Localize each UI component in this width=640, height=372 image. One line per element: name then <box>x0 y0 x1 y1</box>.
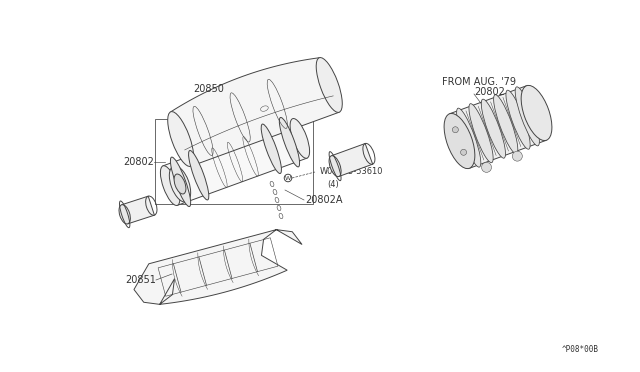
Ellipse shape <box>316 58 342 112</box>
Ellipse shape <box>461 149 467 155</box>
Ellipse shape <box>174 174 186 194</box>
Text: FROM AUG. '79: FROM AUG. '79 <box>442 77 516 87</box>
Ellipse shape <box>290 119 310 158</box>
Ellipse shape <box>279 118 300 167</box>
Ellipse shape <box>284 174 292 182</box>
Ellipse shape <box>521 86 552 141</box>
Text: 20802A: 20802A <box>305 195 342 205</box>
Ellipse shape <box>161 166 180 205</box>
Ellipse shape <box>513 151 522 161</box>
Text: W08915-53610: W08915-53610 <box>320 167 383 176</box>
Text: 20850: 20850 <box>193 84 224 94</box>
Ellipse shape <box>506 90 530 149</box>
Text: 20851: 20851 <box>125 275 156 285</box>
Text: 20802: 20802 <box>474 87 505 97</box>
Ellipse shape <box>189 151 209 200</box>
Ellipse shape <box>444 113 475 169</box>
Ellipse shape <box>261 124 282 173</box>
Polygon shape <box>332 144 372 176</box>
Polygon shape <box>449 86 547 168</box>
Ellipse shape <box>469 104 493 163</box>
Polygon shape <box>163 119 307 205</box>
Ellipse shape <box>481 162 492 172</box>
Ellipse shape <box>481 99 506 158</box>
Text: W: W <box>285 176 291 180</box>
Ellipse shape <box>119 205 131 224</box>
Polygon shape <box>134 230 302 304</box>
Polygon shape <box>171 58 339 166</box>
Ellipse shape <box>170 166 191 202</box>
Ellipse shape <box>515 87 540 146</box>
Ellipse shape <box>493 95 518 154</box>
Ellipse shape <box>170 157 191 206</box>
Text: ^P08*00B: ^P08*00B <box>562 346 599 355</box>
Ellipse shape <box>452 127 458 133</box>
Bar <box>155 119 313 204</box>
Polygon shape <box>122 196 154 224</box>
Ellipse shape <box>168 112 194 166</box>
Ellipse shape <box>456 108 481 167</box>
Text: 20802: 20802 <box>123 157 154 167</box>
Ellipse shape <box>329 155 341 177</box>
Text: (4): (4) <box>327 180 339 189</box>
